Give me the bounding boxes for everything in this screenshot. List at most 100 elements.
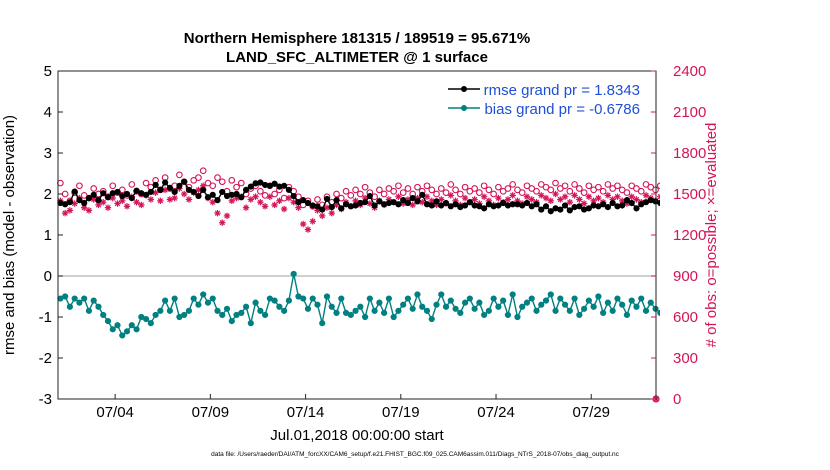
rmse-series-point [66,199,74,206]
obs-evaluated-point [180,190,188,198]
bias-series-point [495,303,502,310]
obs-evaluated-point [781,199,787,205]
bias-series-point [390,313,397,321]
obs-evaluated-point [266,193,274,200]
obs-possible-point [109,182,117,190]
obs-evaluated-point [261,203,269,210]
obs-possible-point [485,186,493,194]
legend: rmse grand pr = 1.8343 bias grand pr = -0… [448,82,640,118]
rmse-series-point [142,191,150,198]
obs-possible-point [504,185,512,192]
obs-possible-point [199,167,207,175]
obs-possible-point [757,184,763,190]
bias-series-point [376,299,383,306]
obs-possible-point [633,185,640,192]
obs-possible-point [128,181,136,188]
rmse-series-point [166,184,173,191]
bias-series-point [257,307,264,314]
y-right-tick-label: 1800 [673,145,706,162]
rmse-series-point [566,207,573,214]
rmse-series-point [538,206,545,213]
bias-series-point [753,308,758,313]
rmse-series-point [366,192,373,200]
obs-evaluated-point [557,196,564,203]
rmse-series-point [162,179,169,186]
bias-series-point [581,305,588,312]
obs-evaluated-point [786,194,792,200]
bias-series-point [133,326,140,333]
rmse-series-point [95,197,102,204]
bias-series-point [195,301,202,308]
bias-series-point [791,292,796,297]
bias-series-point [481,311,488,319]
rmse-series-point [533,201,540,208]
rmse-series-point [90,191,97,198]
obs-possible-point [800,184,806,190]
rmse-series-point [824,203,829,208]
obs-possible-point [791,186,797,192]
obs-evaluated-point [604,192,612,199]
bias-series-point [438,291,445,298]
bias-series-point [190,295,197,302]
obs-evaluated-point [585,193,593,200]
obs-possible-point [734,184,740,190]
x-tick-label: 07/04 [96,404,134,421]
obs-possible-point [376,186,383,194]
obs-possible-point [599,187,607,195]
bias-series-point [628,297,635,304]
y-axis-right-label: # of obs: o=possible; ×=evaluated [703,123,720,348]
obs-evaluated-point [195,186,202,194]
bias-series-point [585,297,592,304]
plot-clip-group [57,167,829,339]
obs-possible-point [209,182,217,190]
obs-possible-point [729,182,735,188]
rmse-series-point [376,198,383,205]
obs-evaluated-point [171,194,178,202]
obs-evaluated-point [614,193,621,200]
rmse-series-point [500,199,507,207]
obs-evaluated-point [538,192,545,199]
rmse-series-point [242,186,250,193]
y-right-tick-label: 1500 [673,186,706,203]
bias-series-point [447,297,454,304]
rmse-series-point [323,195,331,203]
obs-evaluated-point [309,218,316,225]
obs-possible-point [356,190,364,198]
obs-evaluated-point [299,220,307,228]
rmse-series-point [772,198,777,203]
rmse-series-point [71,188,78,195]
obs-possible-point [314,196,321,203]
rmse-series-point [820,191,825,196]
x-tick-label: 07/14 [287,404,325,421]
bias-series-point [400,301,407,308]
bias-series-point [490,295,497,302]
rmse-series-point [419,191,426,198]
obs-possible-point [433,190,440,198]
rmse-series-point [739,199,744,204]
obs-evaluated-point [119,197,126,205]
bias-series-point [81,295,88,302]
obs-possible-point [604,181,612,188]
y-left-tick-label: 1 [44,227,52,244]
bias-series-point [323,293,331,300]
chart-subtitle: LAND_SFC_ALTIMETER @ 1 surface [226,49,488,66]
rmse-series-point [801,196,806,201]
bias-series-point [109,326,116,333]
obs-possible-point [461,183,469,191]
obs-evaluated-point [285,194,293,202]
rmse-series-point [609,199,616,207]
obs-evaluated-point [219,219,226,226]
obs-possible-point [618,186,626,194]
rmse-series-point [777,202,782,207]
bias-series-point [428,315,435,323]
rmse-series-point [691,205,696,210]
obs-evaluated-point [814,194,820,200]
rmse-series-point [619,202,626,209]
obs-evaluated-point [323,204,331,211]
obs-evaluated-point [100,199,107,206]
obs-evaluated-point [724,198,730,204]
obs-possible-point [390,187,398,195]
bias-series-point [319,320,326,327]
obs-evaluated-point [423,193,431,200]
bias-series-point [271,297,278,304]
